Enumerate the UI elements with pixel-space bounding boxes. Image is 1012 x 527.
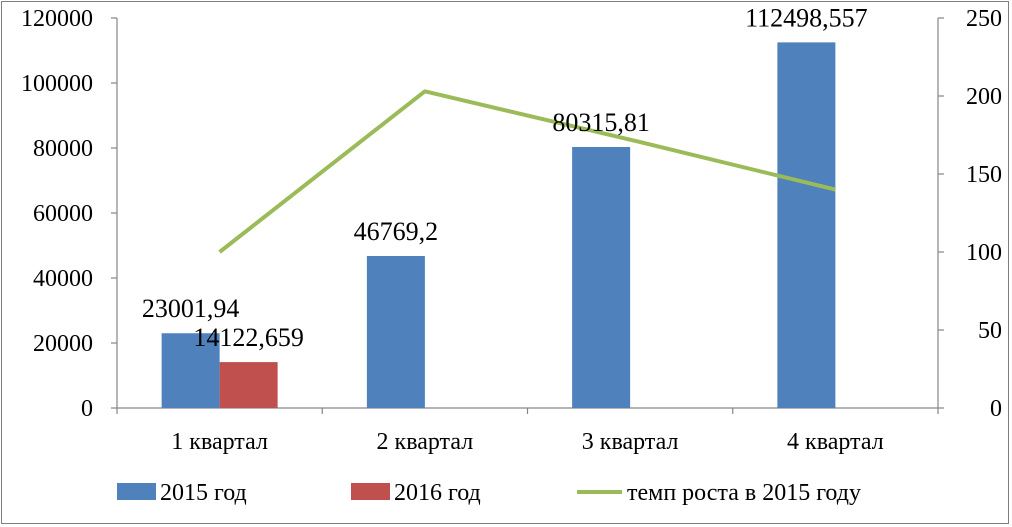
data-label-2015: 46769,2	[354, 217, 439, 246]
data-label-2015: 23001,94	[142, 294, 240, 323]
bar-2015	[161, 333, 220, 408]
growth-line	[218, 89, 836, 254]
category-label: 2 квартал	[377, 429, 474, 455]
right-axis-tick-label: 150	[966, 162, 1002, 188]
bar-2015	[572, 146, 631, 408]
data-labels: 23001,94 46769,2 80315,81 112498,557 14122,6…	[142, 3, 868, 352]
legend-label: 2015 год	[160, 480, 247, 506]
category-label: 3 квартал	[582, 429, 679, 455]
left-axis-tick-label: 100000	[21, 71, 93, 97]
left-axis-ticks: 0 20000 40000 60000 80000 100000 120000	[21, 6, 117, 422]
category-label: 4 квартал	[787, 429, 884, 455]
bar-2015	[366, 256, 425, 408]
legend-swatch	[117, 483, 156, 500]
legend: 2015 год 2016 год темп роста в 2015 году	[117, 480, 861, 506]
left-axis-tick-label: 60000	[33, 201, 93, 227]
right-axis-tick-label: 100	[966, 240, 1002, 266]
growth-rate-line	[218, 89, 836, 254]
left-axis-tick-label: 20000	[33, 331, 93, 357]
left-axis-tick-label: 40000	[33, 266, 93, 292]
category-labels: 1 квартал 2 квартал 3 квартал 4 квартал	[171, 429, 883, 455]
right-axis-tick-label: 200	[966, 84, 1002, 110]
left-axis-tick-label: 0	[81, 396, 93, 422]
legend-label: 2016 год	[394, 480, 481, 506]
legend-label: темп роста в 2015 году	[627, 480, 861, 506]
left-axis-tick-label: 80000	[33, 136, 93, 162]
legend-swatch	[351, 483, 390, 500]
bar-2015	[777, 42, 836, 408]
category-label: 1 квартал	[171, 429, 268, 455]
bar-2016	[219, 362, 278, 408]
right-axis-ticks: 0 50 100 150 200 250	[938, 6, 1002, 422]
right-axis-tick-label: 50	[978, 318, 1002, 344]
data-label-2015: 80315,81	[552, 108, 650, 137]
left-axis-tick-label: 120000	[21, 6, 93, 32]
data-label-2016: 14122,659	[193, 323, 304, 352]
right-axis-tick-label: 250	[966, 6, 1002, 32]
bars	[161, 42, 836, 408]
right-axis-tick-label: 0	[990, 396, 1002, 422]
data-label-2015: 112498,557	[745, 3, 868, 32]
